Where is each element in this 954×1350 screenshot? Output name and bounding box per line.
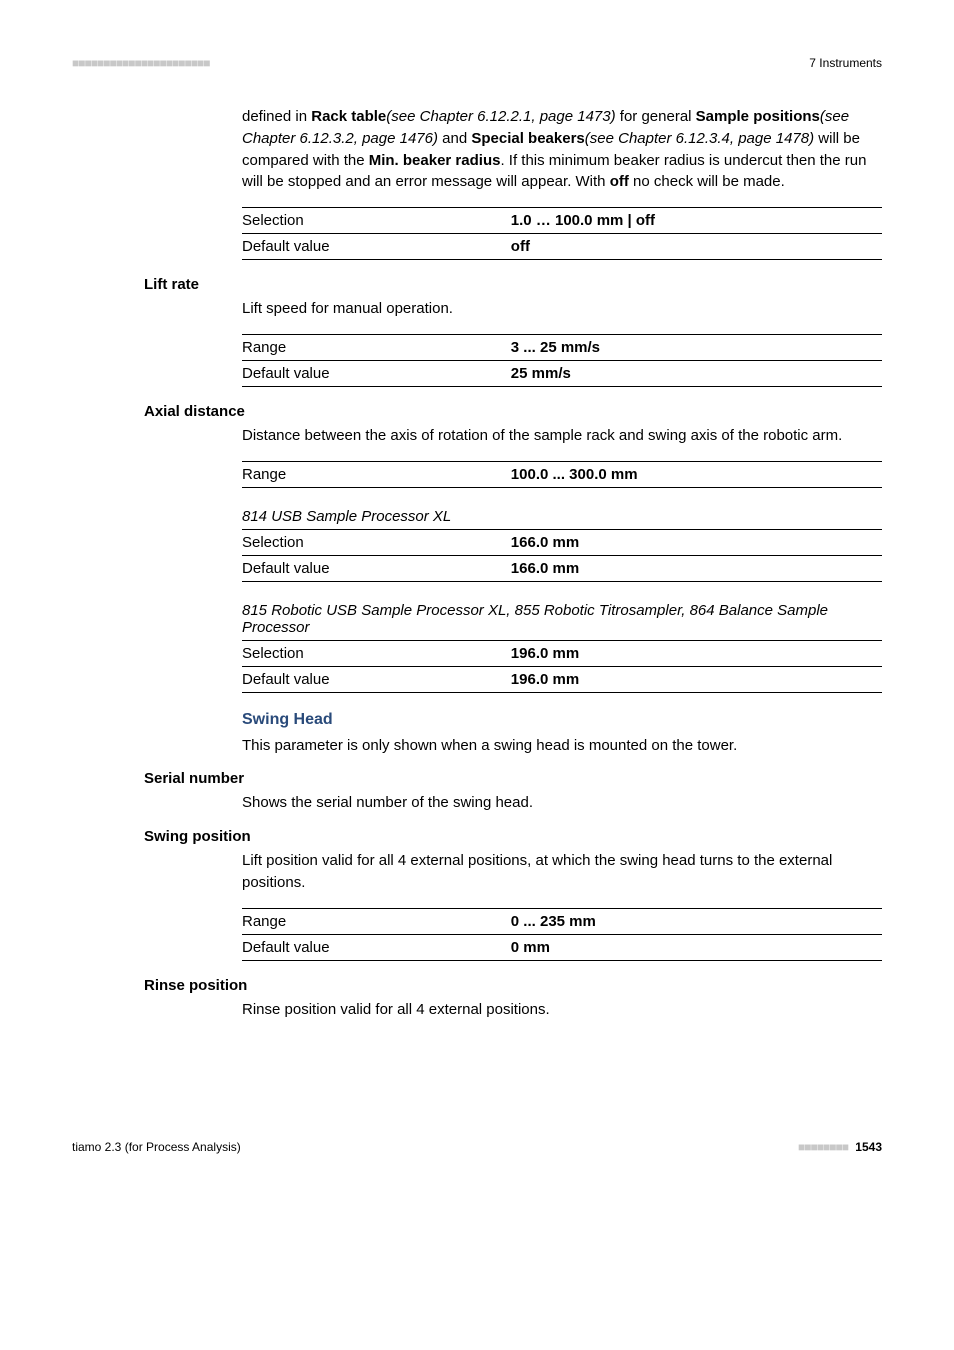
swing-pos-default-val: 0 mm bbox=[511, 934, 882, 960]
lift-rate-range-key: Range bbox=[242, 334, 511, 360]
serial-number-label: Serial number bbox=[144, 770, 244, 787]
swing-pos-range-key: Range bbox=[242, 908, 511, 934]
footer-dashes: ■■■■■■■■ bbox=[798, 1140, 848, 1154]
swing-head-title: Swing Head bbox=[242, 711, 882, 729]
axial-sub1-sel-key: Selection bbox=[242, 529, 511, 555]
swing-position-para: Lift position valid for all 4 external p… bbox=[242, 850, 882, 894]
rinse-position-label: Rinse position bbox=[144, 977, 247, 994]
swing-position-table: Range 0 ... 235 mm Default value 0 mm bbox=[242, 908, 882, 961]
lift-rate-default-val: 25 mm/s bbox=[511, 360, 882, 386]
lift-rate-block: Lift rate Lift speed for manual operatio… bbox=[72, 276, 882, 387]
axial-sub1-def-val: 166.0 mm bbox=[511, 555, 882, 581]
swing-position-label: Swing position bbox=[144, 828, 251, 845]
lift-rate-table: Range 3 ... 25 mm/s Default value 25 mm/… bbox=[242, 334, 882, 387]
axial-sub1-title: 814 USB Sample Processor XL bbox=[242, 504, 882, 530]
serial-number-block: Serial number Shows the serial number of… bbox=[72, 770, 882, 814]
axial-distance-label: Axial distance bbox=[144, 403, 245, 420]
footer-page-number: 1543 bbox=[855, 1140, 882, 1154]
page-footer: tiamo 2.3 (for Process Analysis) ■■■■■■■… bbox=[72, 1140, 882, 1154]
axial-sub1-table: 814 USB Sample Processor XL Selection 16… bbox=[242, 504, 882, 582]
intro-default-val: off bbox=[511, 234, 882, 260]
intro-block: defined in Rack table(see Chapter 6.12.2… bbox=[72, 106, 882, 260]
axial-sub2-title: 815 Robotic USB Sample Processor XL, 855… bbox=[242, 598, 882, 641]
axial-range-val: 100.0 ... 300.0 mm bbox=[511, 461, 882, 487]
swing-position-block: Swing position Lift position valid for a… bbox=[72, 828, 882, 961]
intro-default-key: Default value bbox=[242, 234, 511, 260]
footer-left: tiamo 2.3 (for Process Analysis) bbox=[72, 1140, 241, 1154]
swing-pos-default-key: Default value bbox=[242, 934, 511, 960]
axial-sub2-sel-val: 196.0 mm bbox=[511, 640, 882, 666]
swing-pos-range-val: 0 ... 235 mm bbox=[511, 908, 882, 934]
page: ■■■■■■■■■■■■■■■■■■■■■■ 7 Instruments def… bbox=[0, 0, 954, 1194]
lift-rate-default-key: Default value bbox=[242, 360, 511, 386]
swing-head-para: This parameter is only shown when a swin… bbox=[242, 735, 882, 757]
intro-selection-key: Selection bbox=[242, 208, 511, 234]
footer-right-wrap: ■■■■■■■■ 1543 bbox=[798, 1140, 882, 1154]
axial-sub1-sel-val: 166.0 mm bbox=[511, 529, 882, 555]
rinse-position-para: Rinse position valid for all 4 external … bbox=[242, 999, 882, 1021]
axial-sub2-def-val: 196.0 mm bbox=[511, 666, 882, 692]
axial-sub2-sel-key: Selection bbox=[242, 640, 511, 666]
page-header: ■■■■■■■■■■■■■■■■■■■■■■ 7 Instruments bbox=[72, 56, 882, 70]
intro-selection-val: 1.0 … 100.0 mm | off bbox=[511, 208, 882, 234]
intro-paragraph: defined in Rack table(see Chapter 6.12.2… bbox=[242, 106, 882, 193]
axial-sub2-table: 815 Robotic USB Sample Processor XL, 855… bbox=[242, 598, 882, 693]
axial-sub1-def-key: Default value bbox=[242, 555, 511, 581]
axial-sub2-def-key: Default value bbox=[242, 666, 511, 692]
axial-range-table: Range 100.0 ... 300.0 mm bbox=[242, 461, 882, 488]
lift-rate-range-val: 3 ... 25 mm/s bbox=[511, 334, 882, 360]
axial-distance-block: Axial distance Distance between the axis… bbox=[72, 403, 882, 757]
header-chapter: 7 Instruments bbox=[809, 56, 882, 70]
intro-table: Selection 1.0 … 100.0 mm | off Default v… bbox=[242, 207, 882, 260]
serial-number-para: Shows the serial number of the swing hea… bbox=[242, 792, 882, 814]
lift-rate-para: Lift speed for manual operation. bbox=[242, 298, 882, 320]
lift-rate-label: Lift rate bbox=[144, 276, 199, 293]
axial-range-key: Range bbox=[242, 461, 511, 487]
rinse-position-block: Rinse position Rinse position valid for … bbox=[72, 977, 882, 1021]
header-dashes: ■■■■■■■■■■■■■■■■■■■■■■ bbox=[72, 56, 209, 70]
axial-para: Distance between the axis of rotation of… bbox=[242, 425, 882, 447]
